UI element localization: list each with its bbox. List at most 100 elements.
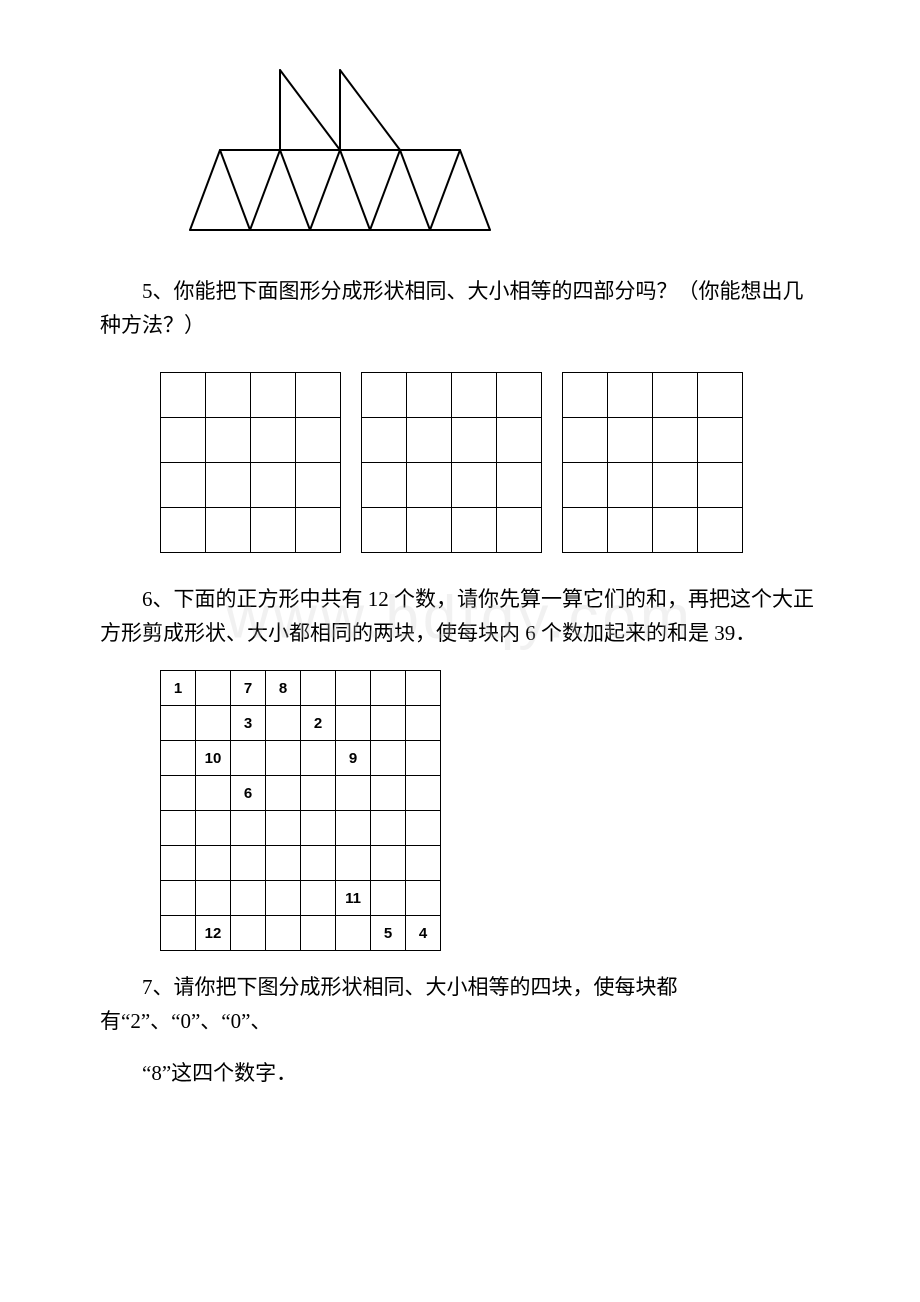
grid-cell [206,373,251,418]
num-cell [406,671,441,706]
question-6: 6、下面的正方形中共有 12 个数，请你先算一算它们的和，再把这个大正方形剪成形… [100,583,820,650]
num-cell [161,776,196,811]
grid-cell [497,418,542,463]
num-cell [266,741,301,776]
question-5: 5、你能把下面图形分成形状相同、大小相等的四部分吗？（你能想出几种方法？） [100,275,820,342]
num-cell [371,671,406,706]
grid-cell [608,463,653,508]
num-cell [371,881,406,916]
num-cell [301,846,336,881]
num-cell [161,741,196,776]
num-cell: 1 [161,671,196,706]
grid-cell [362,373,407,418]
triangle-svg [160,60,520,250]
num-cell [266,776,301,811]
num-cell [406,811,441,846]
num-cell [301,671,336,706]
num-cell [266,706,301,741]
num-cell [336,706,371,741]
num-cell: 11 [336,881,371,916]
num-cell [371,741,406,776]
num-cell [371,706,406,741]
num-cell [266,811,301,846]
num-cell [231,811,266,846]
num-cell [266,881,301,916]
num-cell [161,846,196,881]
grid-cell [296,463,341,508]
grid-cell [362,463,407,508]
grid-cell [452,463,497,508]
grid-cell [296,373,341,418]
grid-cell [407,463,452,508]
grid-cell [296,418,341,463]
grid-cell [698,463,743,508]
grid-cell [563,373,608,418]
grid-cell [452,508,497,553]
grid-cell [362,508,407,553]
num-cell: 8 [266,671,301,706]
grid-cell [206,418,251,463]
num-cell [301,916,336,951]
question-7-line2: “8”这四个数字． [100,1057,820,1091]
grid-cell [608,418,653,463]
grid-cell [407,508,452,553]
num-cell [266,916,301,951]
num-cell: 2 [301,706,336,741]
num-cell [161,706,196,741]
grid-cell [251,373,296,418]
grid-cell [653,418,698,463]
num-cell [196,706,231,741]
num-cell [196,846,231,881]
num-cell [336,671,371,706]
num-cell [406,741,441,776]
grid-cell [608,508,653,553]
grid-cell [362,418,407,463]
grid-cell [653,508,698,553]
grid-cell [161,418,206,463]
grid-cell [452,373,497,418]
num-cell [336,916,371,951]
num-cell [371,811,406,846]
grid-cell [452,418,497,463]
num-cell: 5 [371,916,406,951]
number-grid: 178321096111254 [160,670,441,951]
num-cell [161,881,196,916]
grid-cell [497,508,542,553]
grid-cell [653,373,698,418]
num-cell [196,671,231,706]
num-cell: 12 [196,916,231,951]
num-cell [231,741,266,776]
grids-container [160,372,820,553]
question-7-line1: 7、请你把下图分成形状相同、大小相等的四块，使每块都有“2”、“0”、“0”、 [100,971,820,1038]
num-cell [196,881,231,916]
grid-cell [497,373,542,418]
grid-cell [563,463,608,508]
grid-cell [161,373,206,418]
blank-grid [160,372,341,553]
num-cell [196,776,231,811]
grid-cell [698,373,743,418]
num-cell [406,846,441,881]
num-cell [161,916,196,951]
num-cell: 9 [336,741,371,776]
num-cell [301,881,336,916]
blank-grid [562,372,743,553]
grid-cell [206,463,251,508]
num-cell [301,776,336,811]
num-cell: 4 [406,916,441,951]
grid-cell [407,373,452,418]
num-cell [336,846,371,881]
grid-cell [251,463,296,508]
grid-cell [296,508,341,553]
grid-cell [251,508,296,553]
num-cell: 3 [231,706,266,741]
grid-cell [251,418,296,463]
num-cell [231,846,266,881]
grid-cell [563,508,608,553]
num-cell: 10 [196,741,231,776]
num-cell [196,811,231,846]
num-cell [301,741,336,776]
num-cell [301,811,336,846]
num-cell [161,811,196,846]
grid-cell [497,463,542,508]
